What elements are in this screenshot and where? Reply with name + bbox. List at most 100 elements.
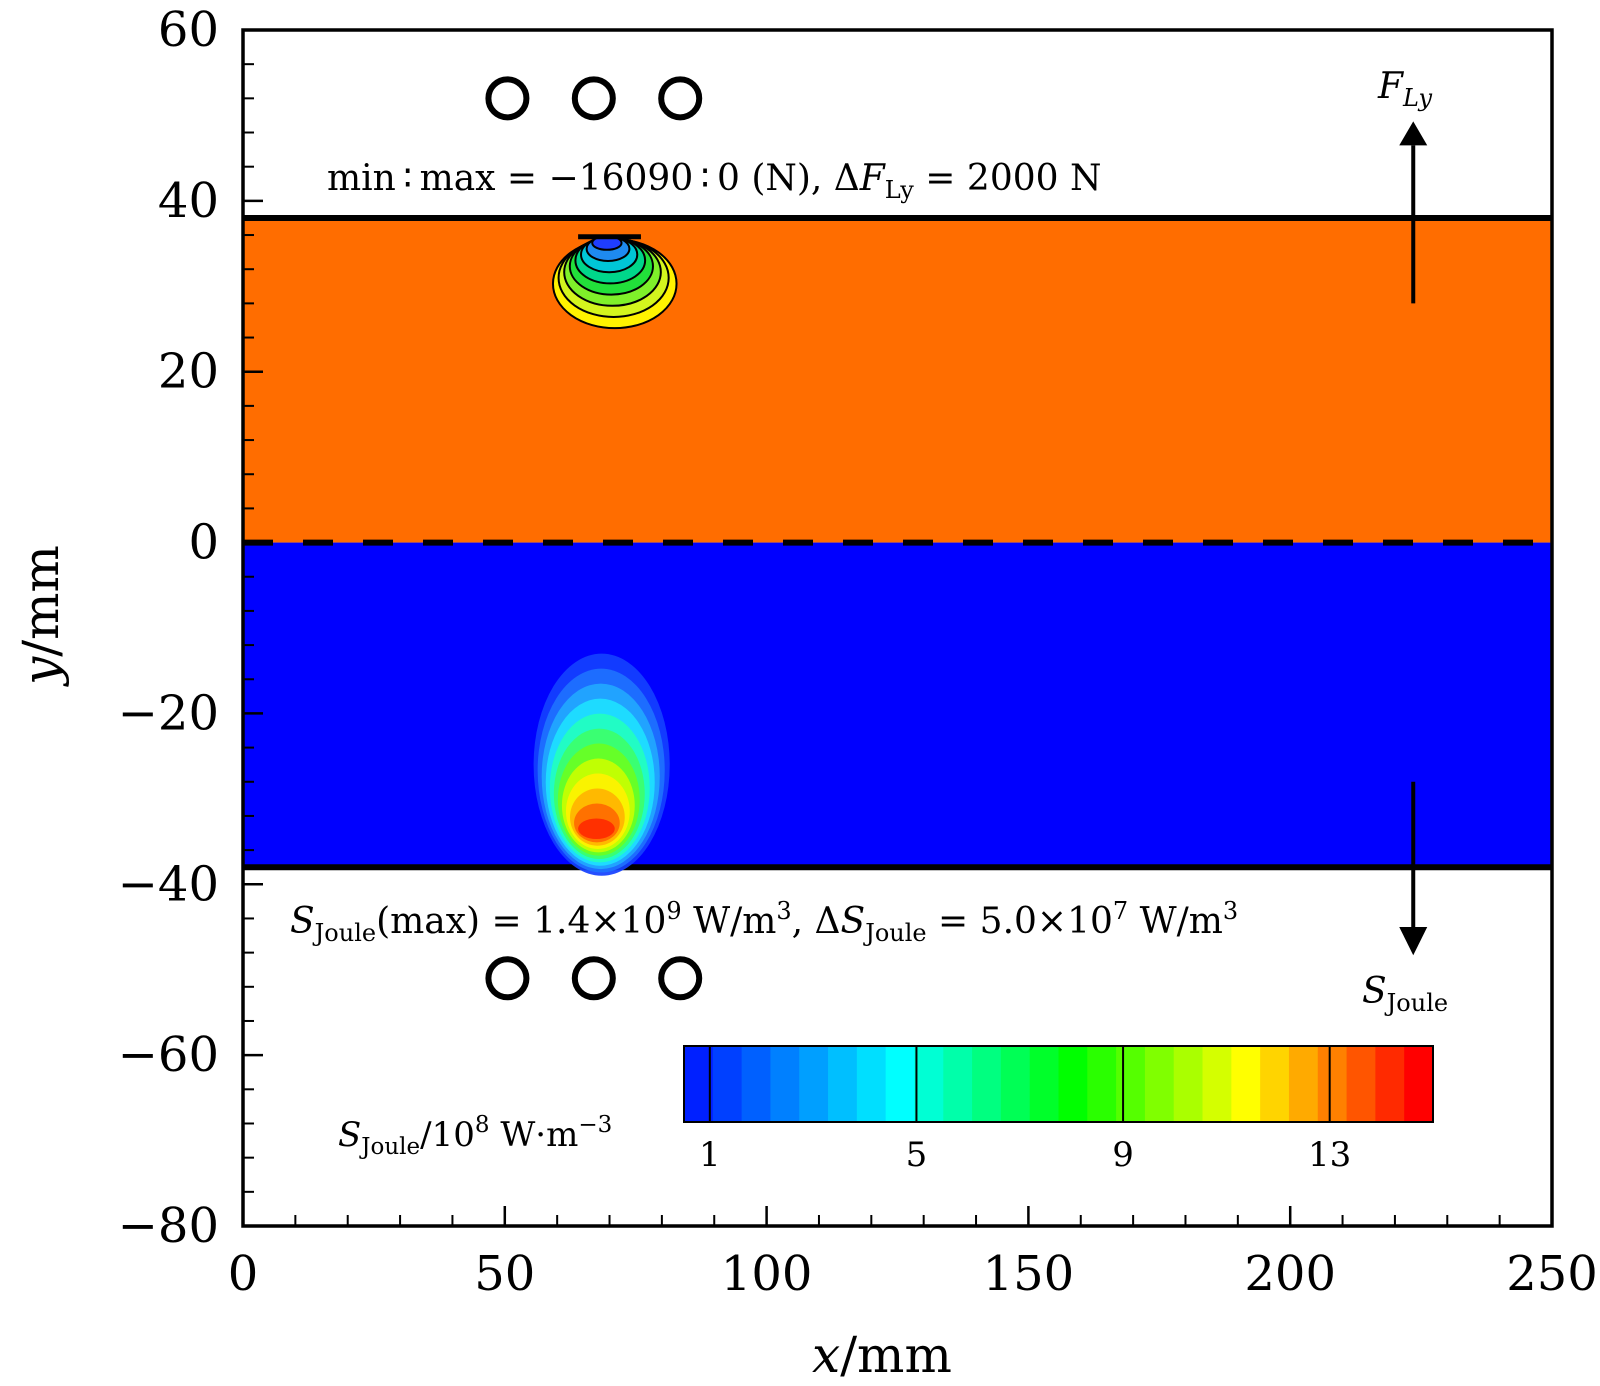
- force-arrow-head: [1399, 121, 1428, 146]
- joule-annotation-exp-3: 7: [1113, 897, 1128, 925]
- colorbar-swatch-15: [1116, 1046, 1146, 1122]
- plate-regions: [243, 214, 1552, 871]
- force-annotation-symbol: F: [859, 158, 887, 199]
- joule-arrow-symbol: S: [1362, 971, 1387, 1012]
- x-axis-label: x/mm: [812, 1326, 952, 1384]
- colorbar-tick-label-1: 5: [906, 1135, 928, 1175]
- force-arrow-subscript: Ly: [1402, 84, 1433, 112]
- colorbar-swatch-16: [1144, 1046, 1175, 1122]
- force-annotation-subscript: Ly: [885, 176, 915, 204]
- colorbar: 1 5 9 13: [683, 1045, 1434, 1175]
- colorbar-swatch-4: [799, 1046, 829, 1122]
- colorbar-swatch-9: [943, 1046, 973, 1122]
- colorbar-swatch-5: [828, 1046, 858, 1122]
- colorbar-label-unit-exp: −3: [578, 1112, 612, 1138]
- colorbar-label-exp: 8: [475, 1112, 490, 1138]
- colorbar-label: SJoule/108 W·m−3: [338, 1112, 612, 1160]
- colorbar-swatch-25: [1404, 1046, 1434, 1122]
- colorbar-swatch-8: [914, 1046, 944, 1122]
- plot-border: [241, 28, 1554, 1228]
- x-tick-label-1: 50: [474, 1246, 535, 1302]
- force-arrow-label: FLy: [1377, 66, 1433, 112]
- direction-arrows: [1399, 121, 1428, 956]
- force-annotation-text-2: = 2000 N: [914, 158, 1102, 199]
- y-tick-label-1: 40: [158, 173, 219, 229]
- joule-annotation-text-5: W/m: [1128, 901, 1223, 942]
- x-axis-var: x: [812, 1326, 840, 1384]
- x-tick-label-3: 150: [983, 1246, 1075, 1302]
- joule-annotation-sub-2: Joule: [862, 919, 926, 947]
- colorbar-label-rest: /10: [420, 1115, 475, 1155]
- colorbar-swatch-13: [1058, 1046, 1088, 1122]
- colorbar-tick-label-0: 1: [699, 1135, 721, 1175]
- colorbar-label-symbol: S: [338, 1115, 361, 1155]
- force-contour-plot: [551, 234, 678, 330]
- force-arrow-symbol: F: [1377, 66, 1405, 107]
- colorbar-swatch-17: [1173, 1046, 1204, 1122]
- colorbar-border: [683, 1045, 1434, 1123]
- force-annotation: min ∶ max = −16090 ∶ 0 (N), ΔFLy = 2000 …: [327, 158, 1101, 204]
- colorbar-swatch-20: [1260, 1046, 1290, 1122]
- colorbar-label-unit: W·m: [490, 1115, 579, 1155]
- colorbar-swatch-1: [712, 1046, 743, 1122]
- joule-annotation-exp-2: 3: [776, 897, 791, 925]
- colorbar-swatch-11: [1000, 1046, 1031, 1122]
- x-tick-label-0: 0: [228, 1246, 259, 1302]
- joule-hotspot-level-11: [578, 818, 615, 840]
- colorbar-tick-label-2: 9: [1112, 1135, 1134, 1175]
- colorbar-swatch-22: [1317, 1046, 1348, 1122]
- joule-annotation-text-4: = 5.0×10: [927, 901, 1113, 942]
- colorbar-swatch-6: [856, 1046, 887, 1122]
- joule-annotation: SJoule(max) = 1.4×109 W/m3, ΔSJoule = 5.…: [290, 897, 1238, 947]
- x-tick-label-5: 250: [1506, 1246, 1598, 1302]
- colorbar-swatch-7: [885, 1046, 916, 1122]
- conductor-circle-5: [658, 956, 703, 1001]
- joule-annotation-sub-1: Joule: [312, 919, 376, 947]
- y-axis-label: y/mm: [12, 545, 70, 687]
- conductor-circle-4: [571, 956, 616, 1001]
- joule-annotation-exp-1: 9: [666, 897, 681, 925]
- lower-plate-region: [243, 542, 1552, 868]
- colorbar-label-subscript: Joule: [359, 1134, 420, 1160]
- joule-heat-hotspot: [533, 653, 670, 876]
- joule-annotation-text-1: (max) = 1.4×10: [376, 901, 666, 942]
- colorbar-swatch-18: [1202, 1046, 1232, 1122]
- y-tick-label-2: 20: [158, 344, 219, 400]
- upper-plate-region: [243, 217, 1552, 543]
- colorbar-swatch-14: [1087, 1046, 1117, 1122]
- colorbar-swatch-19: [1231, 1046, 1261, 1122]
- colorbar-tick-label-3: 13: [1308, 1135, 1351, 1175]
- conductor-circle-2: [658, 76, 703, 121]
- x-axis-unit: /mm: [840, 1326, 952, 1384]
- y-axis-var: y: [12, 656, 70, 687]
- colorbar-swatch-3: [770, 1046, 800, 1122]
- colorbar-swatch-23: [1346, 1046, 1376, 1122]
- joule-annotation-exp-4: 3: [1223, 897, 1238, 925]
- joule-arrow-head: [1399, 927, 1428, 956]
- colorbar-swatch-0: [684, 1046, 714, 1122]
- colorbar-swatch-21: [1288, 1046, 1319, 1122]
- colorbar-swatch-12: [1029, 1046, 1060, 1122]
- colorbar-swatch-24: [1375, 1046, 1405, 1122]
- conductor-circle-3: [485, 956, 530, 1001]
- joule-annotation-symbol-2: S: [841, 901, 866, 942]
- y-tick-label-0: 60: [158, 2, 219, 58]
- joule-arrow-subscript: Joule: [1384, 989, 1448, 1017]
- joule-annotation-symbol-1: S: [290, 901, 315, 942]
- joule-annotation-text-2: W/m: [682, 901, 777, 942]
- plot-frame: [241, 28, 1554, 1228]
- conductor-markers: [485, 76, 703, 1001]
- conductor-circle-1: [571, 76, 616, 121]
- force-annotation-text-1: min ∶ max = −16090 ∶ 0 (N), Δ: [327, 158, 860, 199]
- colorbar-swatch-2: [741, 1046, 772, 1122]
- y-tick-label-5: −40: [118, 856, 219, 912]
- x-tick-label-4: 200: [1244, 1246, 1336, 1302]
- joule-annotation-text-3: , Δ: [792, 901, 841, 942]
- conductor-circle-0: [485, 76, 530, 121]
- x-tick-label-2: 100: [721, 1246, 813, 1302]
- y-axis-unit: /mm: [12, 545, 70, 657]
- y-tick-label-6: −60: [118, 1027, 219, 1083]
- y-tick-label-4: −20: [118, 685, 219, 741]
